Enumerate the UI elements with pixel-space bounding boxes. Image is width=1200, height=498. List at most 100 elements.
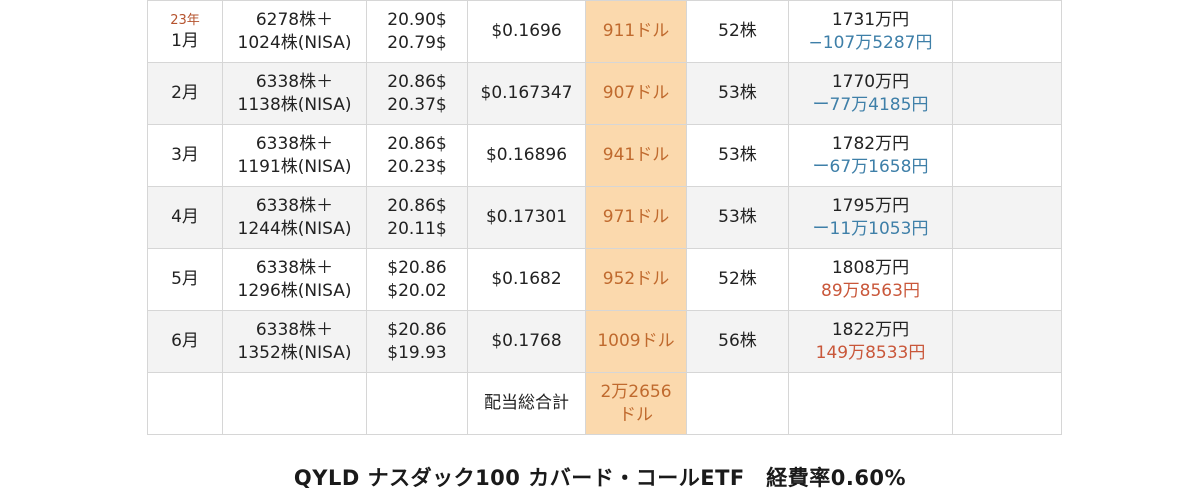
valuation: 1795万円 <box>831 195 910 216</box>
price-1: 20.86$ <box>387 71 447 92</box>
valuation-cell: 1795万円 ー11万1053円 <box>788 186 953 249</box>
shares-cell: 6338株＋ 1191株(NISA) <box>222 124 367 187</box>
price-cell: 20.90$ 20.79$ <box>366 0 468 63</box>
month-cell: 5月 <box>147 248 223 311</box>
empty-cell <box>147 372 223 435</box>
empty-cell <box>686 372 789 435</box>
empty-cell <box>788 372 953 435</box>
price-2: 20.79$ <box>387 32 447 53</box>
valuation: 1770万円 <box>831 71 910 92</box>
dividend-per-share: $0.1682 <box>467 248 586 311</box>
valuation-cell: 1731万円 −107万5287円 <box>788 0 953 63</box>
profit-loss: ー77万4185円 <box>812 94 929 115</box>
empty-cell <box>952 124 1062 187</box>
dividend-total: 907ドル <box>602 83 670 103</box>
shares-taxable: 6338株＋ <box>255 133 334 154</box>
price-2: 20.23$ <box>387 156 447 177</box>
total-value-amount: 2万2656 <box>600 381 672 402</box>
shares-nisa: 1296株(NISA) <box>237 280 352 301</box>
dividend-total-cell: 1009ドル <box>585 310 687 373</box>
total-value-unit: ドル <box>619 404 653 425</box>
price-1: 20.86$ <box>387 133 447 154</box>
shares-nisa: 1024株(NISA) <box>237 32 352 53</box>
dividend-total: 911ドル <box>602 21 670 41</box>
valuation-cell: 1822万円 149万8533円 <box>788 310 953 373</box>
dividend-per-share: $0.1768 <box>467 310 586 373</box>
month-label: 6月 <box>171 331 199 351</box>
shares-cell: 6338株＋ 1244株(NISA) <box>222 186 367 249</box>
price-1: 20.90$ <box>387 9 447 30</box>
profit-loss: 89万8563円 <box>821 280 920 301</box>
month-cell: 2月 <box>147 62 223 125</box>
shares-taxable: 6278株＋ <box>255 9 334 30</box>
price-1: $20.86 <box>387 319 447 340</box>
valuation: 1808万円 <box>831 257 910 278</box>
shares-taxable: 6338株＋ <box>255 257 334 278</box>
month-cell: 3月 <box>147 124 223 187</box>
price-2: 20.11$ <box>387 218 447 239</box>
table-row: 4月 6338株＋ 1244株(NISA) 20.86$ 20.11$ $0.17301 9… <box>147 186 1062 249</box>
shares-nisa: 1352株(NISA) <box>237 342 352 363</box>
shares-taxable: 6338株＋ <box>255 195 334 216</box>
dividend-per-share: $0.17301 <box>467 186 586 249</box>
valuation-cell: 1782万円 ー67万1658円 <box>788 124 953 187</box>
valuation-cell: 1808万円 89万8563円 <box>788 248 953 311</box>
empty-cell <box>952 248 1062 311</box>
profit-loss: ー11万1053円 <box>812 218 929 239</box>
price-cell: 20.86$ 20.11$ <box>366 186 468 249</box>
empty-cell <box>952 62 1062 125</box>
month-label: 3月 <box>171 145 199 165</box>
table-row: 6月 6338株＋ 1352株(NISA) $20.86 $19.93 $0.1768 10… <box>147 310 1062 373</box>
shares-nisa: 1191株(NISA) <box>237 156 352 177</box>
total-row: 配当総合計 2万2656 ドル <box>147 372 1062 435</box>
price-cell: 20.86$ 20.37$ <box>366 62 468 125</box>
valuation: 1822万円 <box>831 319 910 340</box>
year-label: 23年 <box>170 12 200 28</box>
price-cell: $20.86 $19.93 <box>366 310 468 373</box>
dividend-per-share: $0.16896 <box>467 124 586 187</box>
reinvest-shares: 53株 <box>686 62 789 125</box>
profit-loss: 149万8533円 <box>815 342 926 363</box>
price-2: 20.37$ <box>387 94 447 115</box>
shares-taxable: 6338株＋ <box>255 319 334 340</box>
valuation-cell: 1770万円 ー77万4185円 <box>788 62 953 125</box>
table-row: 3月 6338株＋ 1191株(NISA) 20.86$ 20.23$ $0.16896 9… <box>147 124 1062 187</box>
month-cell: 4月 <box>147 186 223 249</box>
shares-nisa: 1138株(NISA) <box>237 94 352 115</box>
profit-loss: −107万5287円 <box>808 32 933 53</box>
valuation: 1782万円 <box>831 133 910 154</box>
dividend-total: 941ドル <box>602 145 670 165</box>
table-body: 23年 1月 6278株＋ 1024株(NISA) 20.90$ 20.79$ $0.169… <box>147 0 1062 435</box>
dividend-total: 971ドル <box>602 207 670 227</box>
dividend-total-cell: 911ドル <box>585 0 687 63</box>
reinvest-shares: 52株 <box>686 248 789 311</box>
shares-nisa: 1244株(NISA) <box>237 218 352 239</box>
dividend-total: 952ドル <box>602 269 670 289</box>
total-label: 配当総合計 <box>467 372 586 435</box>
dividend-per-share: $0.1696 <box>467 0 586 63</box>
price-2: $20.02 <box>387 280 447 301</box>
month-label: 2月 <box>171 83 199 103</box>
shares-cell: 6338株＋ 1296株(NISA) <box>222 248 367 311</box>
table-row: 2月 6338株＋ 1138株(NISA) 20.86$ 20.37$ $0.167347… <box>147 62 1062 125</box>
table-row: 5月 6338株＋ 1296株(NISA) $20.86 $20.02 $0.1682 95… <box>147 248 1062 311</box>
price-cell: 20.86$ 20.23$ <box>366 124 468 187</box>
month-label: 5月 <box>171 269 199 289</box>
valuation: 1731万円 <box>831 9 910 30</box>
empty-cell <box>952 0 1062 63</box>
shares-cell: 6338株＋ 1352株(NISA) <box>222 310 367 373</box>
month-label: 1月 <box>171 30 199 51</box>
empty-cell <box>952 372 1062 435</box>
price-1: 20.86$ <box>387 195 447 216</box>
price-2: $19.93 <box>387 342 447 363</box>
reinvest-shares: 52株 <box>686 0 789 63</box>
dividend-total-cell: 941ドル <box>585 124 687 187</box>
dividend-table: 23年 1月 6278株＋ 1024株(NISA) 20.90$ 20.79$ $0.169… <box>147 0 1062 435</box>
table-row: 23年 1月 6278株＋ 1024株(NISA) 20.90$ 20.79$ $0.169… <box>147 0 1062 63</box>
empty-cell <box>952 186 1062 249</box>
shares-cell: 6338株＋ 1138株(NISA) <box>222 62 367 125</box>
price-1: $20.86 <box>387 257 447 278</box>
dividend-per-share: $0.167347 <box>467 62 586 125</box>
month-cell: 6月 <box>147 310 223 373</box>
price-cell: $20.86 $20.02 <box>366 248 468 311</box>
